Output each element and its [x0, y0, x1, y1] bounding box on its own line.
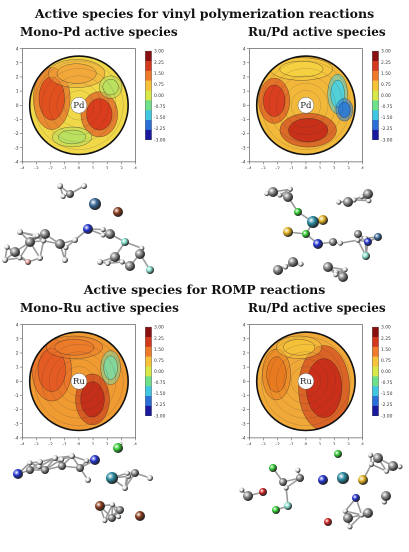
svg-text:3.00: 3.00 — [381, 325, 391, 331]
svg-text:4: 4 — [16, 46, 19, 52]
svg-text:-2: -2 — [275, 166, 280, 169]
svg-text:-1.50: -1.50 — [381, 115, 393, 121]
svg-text:-2: -2 — [241, 407, 246, 413]
svg-text:-2.25: -2.25 — [154, 402, 166, 408]
svg-text:0.00: 0.00 — [154, 369, 164, 375]
molecule-rupd-vinyl — [228, 172, 409, 296]
svg-text:1: 1 — [243, 365, 246, 371]
svg-text:2: 2 — [16, 75, 19, 81]
svg-text:1.50: 1.50 — [154, 71, 164, 77]
svg-text:-0.75: -0.75 — [154, 380, 166, 386]
svg-text:-1.50: -1.50 — [381, 391, 393, 397]
svg-text:2.25: 2.25 — [154, 60, 164, 66]
svg-text:4: 4 — [361, 166, 364, 169]
svg-text:3: 3 — [16, 60, 19, 66]
svg-text:Pd: Pd — [300, 101, 312, 111]
svg-text:1: 1 — [16, 89, 19, 95]
svg-text:-2.25: -2.25 — [381, 402, 393, 408]
svg-text:-2: -2 — [14, 407, 19, 413]
svg-text:0: 0 — [243, 379, 246, 385]
steric-map-mono-pd: -4 -3 -2 -1 0 1 2 3 4 4 3 2 1 0 -1 -2 -3 -4 Pd 3.00 2.25 1.50… — [10, 44, 170, 169]
svg-text:-4: -4 — [20, 166, 25, 169]
svg-text:-0.75: -0.75 — [381, 104, 393, 110]
svg-text:0: 0 — [243, 103, 246, 109]
svg-text:4: 4 — [16, 322, 19, 328]
svg-text:-2: -2 — [48, 166, 53, 169]
svg-text:1.50: 1.50 — [154, 347, 164, 353]
svg-text:-0.75: -0.75 — [154, 104, 166, 110]
svg-text:-3.00: -3.00 — [154, 137, 166, 143]
svg-text:-3: -3 — [261, 166, 266, 169]
svg-text:Ru: Ru — [300, 377, 312, 387]
svg-text:0.75: 0.75 — [154, 358, 164, 364]
svg-text:-4: -4 — [241, 159, 246, 165]
svg-text:1: 1 — [319, 166, 322, 169]
svg-text:-3: -3 — [34, 166, 39, 169]
svg-text:4: 4 — [243, 46, 246, 52]
svg-text:-1: -1 — [14, 393, 19, 399]
svg-text:0.75: 0.75 — [381, 82, 391, 88]
svg-text:0: 0 — [305, 166, 308, 169]
molecule-mono-pd — [0, 172, 185, 286]
svg-text:1: 1 — [243, 89, 246, 95]
svg-text:3.00: 3.00 — [154, 49, 164, 55]
svg-text:4: 4 — [134, 166, 137, 169]
svg-text:-2.25: -2.25 — [154, 126, 166, 132]
svg-text:-1: -1 — [14, 117, 19, 123]
svg-text:4: 4 — [243, 322, 246, 328]
svg-text:0: 0 — [16, 379, 19, 385]
svg-text:-1.50: -1.50 — [154, 115, 166, 121]
svg-text:3: 3 — [120, 166, 123, 169]
svg-text:2.25: 2.25 — [381, 60, 391, 66]
svg-text:0.75: 0.75 — [381, 358, 391, 364]
svg-text:1.50: 1.50 — [381, 71, 391, 77]
svg-text:0.00: 0.00 — [381, 369, 391, 375]
svg-text:-3: -3 — [14, 145, 19, 151]
svg-text:-2: -2 — [14, 131, 19, 137]
svg-text:-0.75: -0.75 — [381, 380, 393, 386]
svg-text:-2: -2 — [241, 131, 246, 137]
svg-text:3: 3 — [347, 166, 350, 169]
svg-text:2: 2 — [333, 166, 336, 169]
svg-text:1: 1 — [16, 365, 19, 371]
steric-map-rupd-vinyl: -4 -3 -2 -1 0 1 2 3 4 4 3 2 1 0 -1 -2 -3 -4 Pd 3.00 2.25 1.50… — [237, 44, 397, 169]
svg-text:2: 2 — [243, 75, 246, 81]
svg-text:-1: -1 — [63, 166, 68, 169]
panel-title-rupd-romp: Ru/Pd active species — [248, 301, 386, 315]
molecule-rupd-romp — [228, 418, 409, 552]
svg-text:2.25: 2.25 — [381, 336, 391, 342]
svg-text:0.00: 0.00 — [381, 93, 391, 99]
svg-text:-3.00: -3.00 — [381, 137, 393, 143]
svg-text:0: 0 — [16, 103, 19, 109]
svg-text:3: 3 — [243, 336, 246, 342]
svg-text:Ru: Ru — [73, 377, 85, 387]
svg-text:3: 3 — [16, 336, 19, 342]
svg-text:1.50: 1.50 — [381, 347, 391, 353]
molecule-mono-ru — [0, 418, 185, 552]
svg-text:3.00: 3.00 — [381, 49, 391, 55]
svg-text:-1.50: -1.50 — [154, 391, 166, 397]
svg-text:-1: -1 — [290, 166, 295, 169]
section-title-vinyl: Active species for vinyl polymerization … — [0, 6, 409, 21]
svg-text:3.00: 3.00 — [154, 325, 164, 331]
svg-text:2.25: 2.25 — [154, 336, 164, 342]
svg-text:2: 2 — [16, 351, 19, 357]
svg-text:-4: -4 — [247, 166, 252, 169]
svg-text:2: 2 — [243, 351, 246, 357]
svg-text:0.75: 0.75 — [154, 82, 164, 88]
svg-text:0.00: 0.00 — [154, 93, 164, 99]
svg-text:-4: -4 — [14, 159, 19, 165]
svg-text:2: 2 — [106, 166, 109, 169]
svg-text:0: 0 — [78, 166, 81, 169]
svg-text:Pd: Pd — [73, 101, 85, 111]
svg-text:3: 3 — [243, 60, 246, 66]
svg-text:-2.25: -2.25 — [381, 126, 393, 132]
svg-text:1: 1 — [92, 166, 95, 169]
panel-title-mono-ru: Mono-Ru active species — [20, 301, 179, 315]
panel-title-mono-pd: Mono-Pd active species — [20, 25, 178, 39]
svg-text:-1: -1 — [241, 117, 246, 123]
svg-text:-3: -3 — [241, 145, 246, 151]
svg-text:-1: -1 — [241, 393, 246, 399]
panel-title-rupd-vinyl: Ru/Pd active species — [248, 25, 386, 39]
